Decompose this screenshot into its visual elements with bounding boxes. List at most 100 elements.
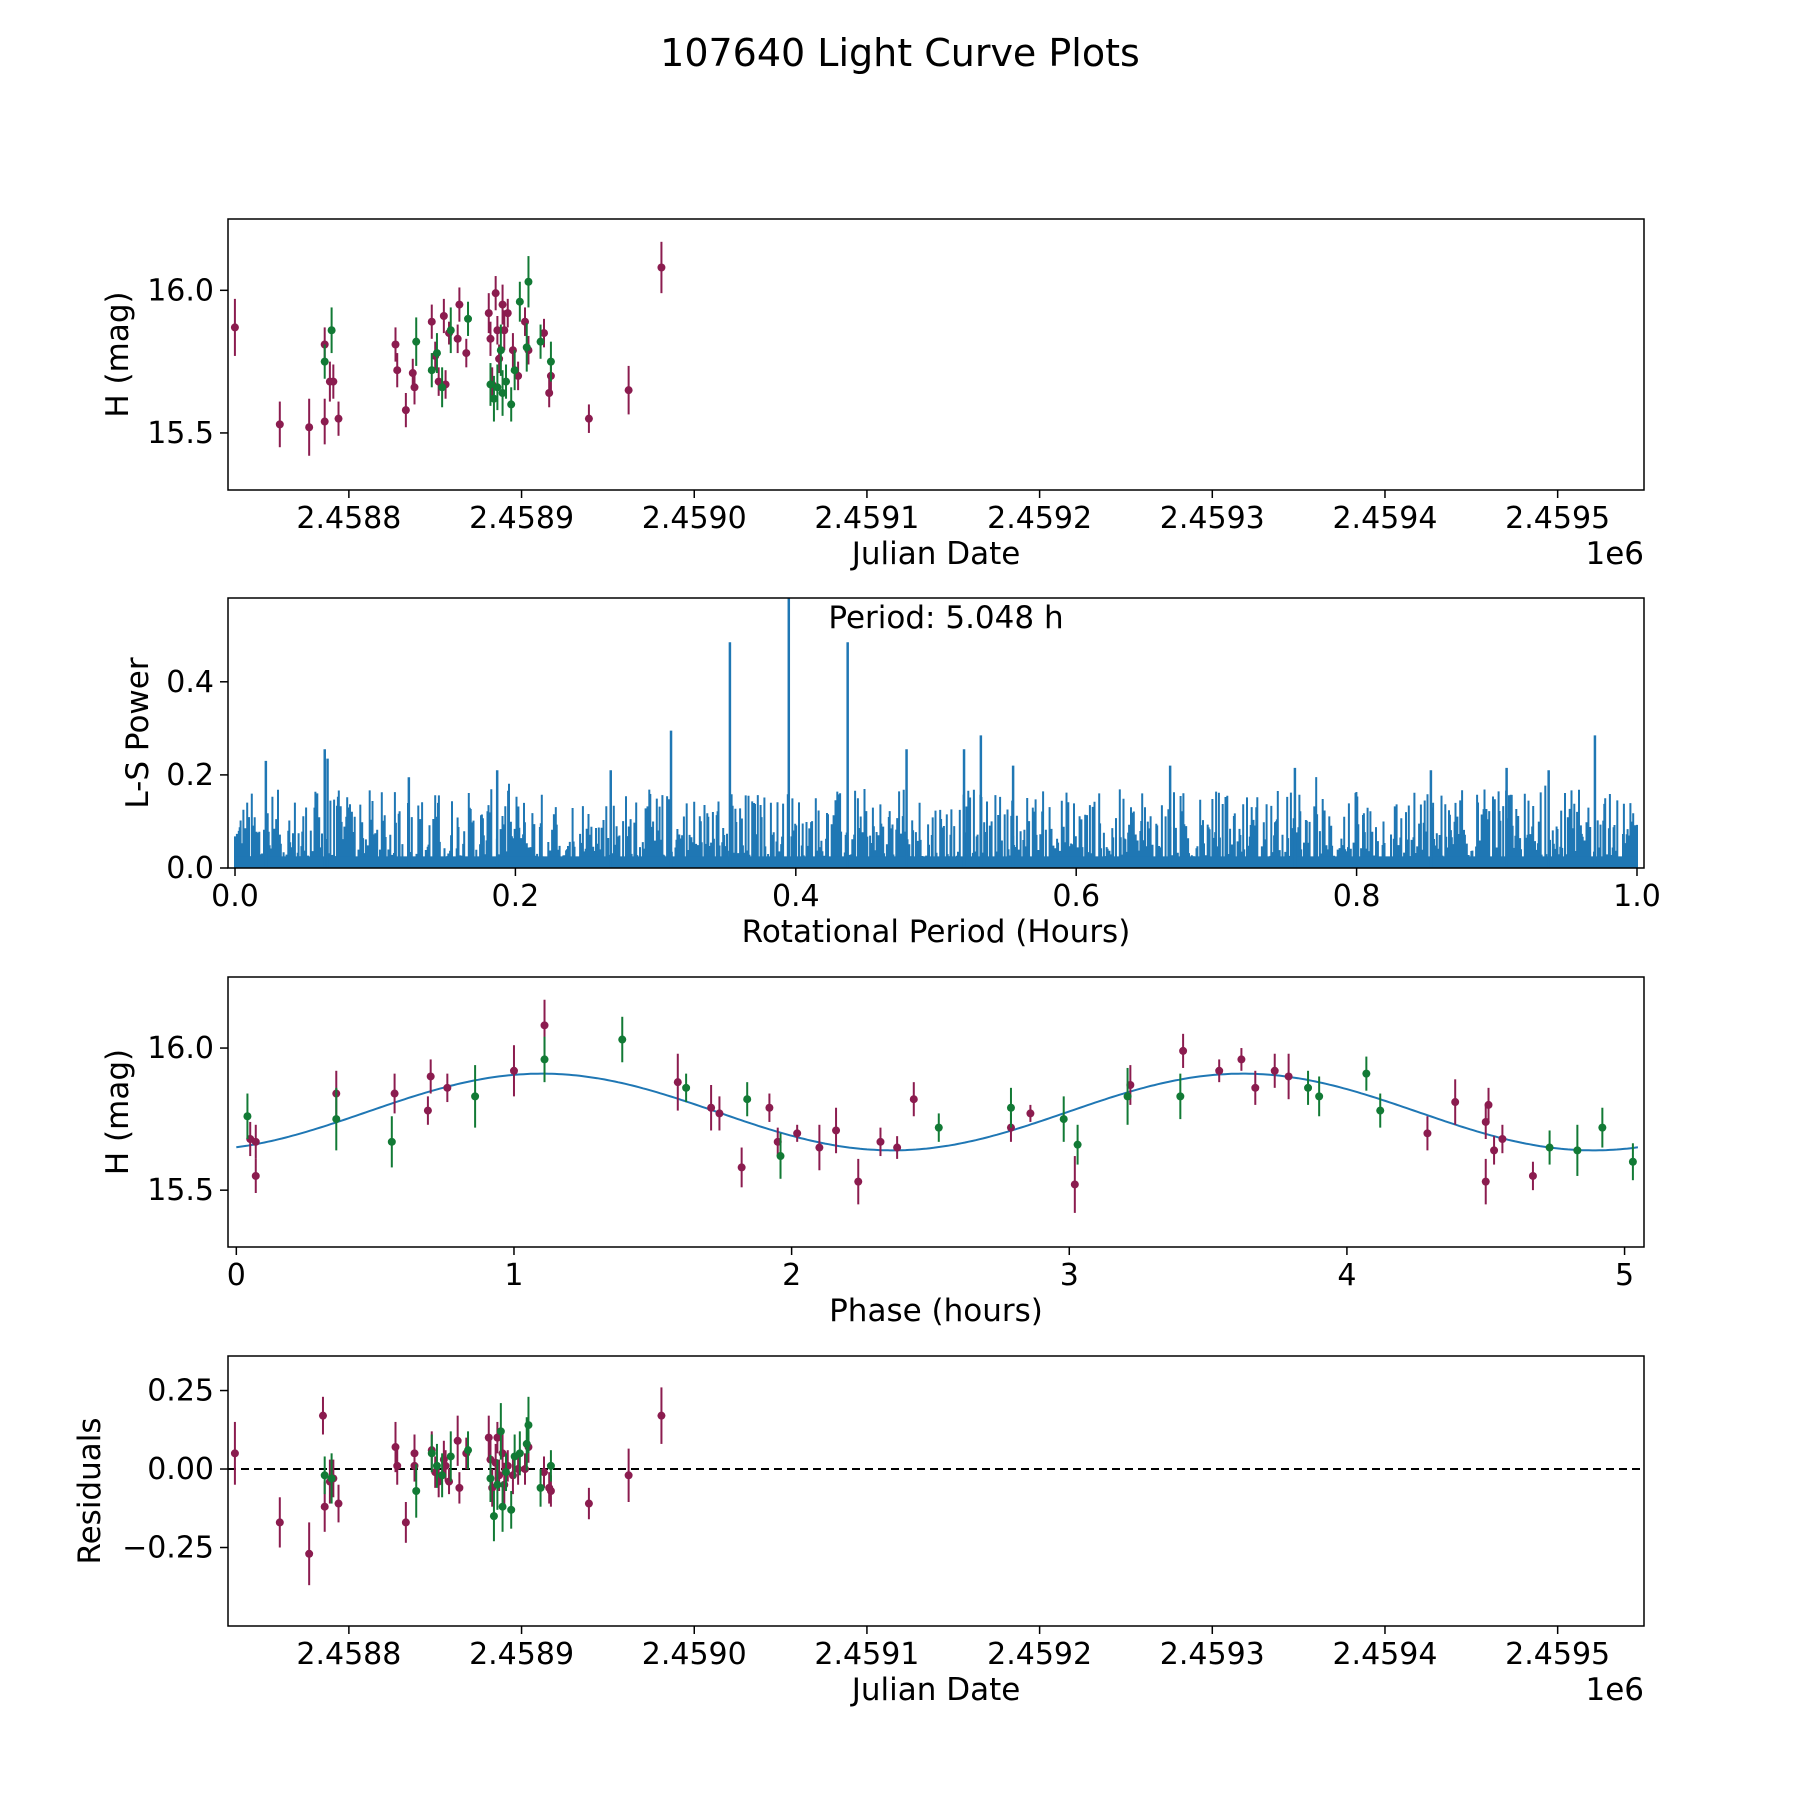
data-point: [230, 1449, 239, 1458]
x-tick-label: 2.4592: [987, 1637, 1092, 1672]
data-point: [412, 337, 421, 346]
y-axis-label: Residuals: [72, 1417, 108, 1564]
y-tick-label: 0.2: [166, 758, 214, 793]
data-point: [521, 317, 530, 326]
data-point: [1073, 1140, 1082, 1149]
data-point: [493, 326, 502, 335]
x-tick-label: 2.4593: [1160, 1637, 1265, 1672]
data-point: [657, 263, 666, 272]
data-point: [486, 1474, 495, 1483]
phased-panel: 0 1 2 3 4 5 15.5 16.0 Phase (hours) H (mag): [100, 976, 1645, 1329]
data-point: [737, 1163, 746, 1172]
data-point: [502, 1468, 511, 1477]
data-point: [624, 386, 633, 395]
data-point: [446, 326, 455, 335]
data-point: [1176, 1092, 1185, 1101]
sinusoid-fit-curve: [236, 1072, 1639, 1152]
data-point: [524, 277, 533, 286]
data-point: [462, 349, 471, 358]
data-point: [618, 1035, 627, 1044]
data-point: [427, 1449, 436, 1458]
data-point: [536, 337, 545, 346]
data-point: [509, 1066, 518, 1075]
residuals-plot-area: [228, 1387, 1644, 1586]
data-point: [832, 1126, 841, 1135]
data-point: [1628, 1157, 1637, 1166]
data-point: [1304, 1083, 1313, 1092]
data-point: [1481, 1177, 1490, 1186]
data-point: [909, 1095, 918, 1104]
x-axis-label: Julian Date: [850, 536, 1021, 572]
lightcurve-panel: 2.4588 2.4589 2.4590 2.4591 2.4592 2.4593 2.45…: [100, 218, 1645, 572]
data-point: [934, 1123, 943, 1132]
data-point: [471, 1092, 480, 1101]
data-point: [275, 1518, 284, 1527]
ls-power-series: [234, 777, 1638, 868]
data-point: [522, 1439, 531, 1448]
data-point: [486, 334, 495, 343]
x-tick-label: 0.8: [1333, 879, 1381, 914]
data-point: [521, 1465, 530, 1474]
data-point: [540, 1055, 549, 1064]
data-point: [275, 420, 284, 429]
data-point: [815, 1143, 824, 1152]
data-point: [401, 406, 410, 415]
data-point: [334, 414, 343, 423]
data-point: [496, 1427, 505, 1436]
residuals-panel: 2.4588 2.4589 2.4590 2.4591 2.4592 2.4593 2.45…: [72, 1355, 1645, 1708]
x-tick-label: 3: [1060, 1258, 1079, 1293]
data-point: [500, 1480, 509, 1489]
data-point: [1215, 1066, 1224, 1075]
x-tick-label: 0.2: [492, 879, 540, 914]
data-point: [507, 400, 516, 409]
data-point: [305, 423, 314, 432]
data-point: [401, 1518, 410, 1527]
y-tick-label: 0.4: [166, 665, 214, 700]
data-point: [305, 1549, 314, 1558]
data-point: [743, 1095, 752, 1104]
data-point: [391, 340, 400, 349]
data-point: [393, 366, 402, 375]
figure-title: 107640 Light Curve Plots: [660, 31, 1140, 75]
y-axis-label: H (mag): [100, 1049, 136, 1175]
data-point: [412, 1487, 421, 1495]
data-point: [893, 1143, 902, 1152]
phased-axes-frame: [227, 976, 1645, 1248]
data-point: [410, 383, 419, 392]
data-point: [502, 377, 511, 386]
data-point: [1070, 1180, 1079, 1189]
data-point: [441, 1461, 450, 1470]
data-point: [624, 1471, 633, 1480]
x-tick-label: 2.4595: [1505, 1637, 1610, 1672]
data-point: [673, 1078, 682, 1087]
data-point: [426, 1072, 435, 1081]
data-point: [493, 383, 502, 392]
x-axis-label: Julian Date: [850, 1672, 1021, 1708]
data-point: [464, 1446, 473, 1455]
x-tick-label: 0.0: [211, 879, 259, 914]
residuals-maroon-series: [230, 1387, 1644, 1586]
data-point: [327, 1474, 336, 1483]
data-point: [1251, 1083, 1260, 1092]
x-tick-label: 2.4595: [1505, 501, 1610, 536]
data-point: [453, 1436, 462, 1445]
data-point: [1006, 1103, 1015, 1112]
data-point: [524, 1421, 533, 1430]
data-point: [432, 349, 441, 358]
x-tick-label: 2.4588: [296, 1637, 401, 1672]
data-point: [515, 297, 524, 306]
y-tick-label: 0.00: [147, 1452, 214, 1487]
data-point: [540, 1468, 549, 1477]
x-tick-label: 0.4: [772, 879, 820, 914]
data-point: [495, 354, 504, 363]
data-point: [1598, 1123, 1607, 1132]
data-point: [876, 1137, 885, 1146]
data-point: [1484, 1100, 1493, 1109]
periodogram-plot-area: [234, 598, 1638, 868]
phased-green-series: [243, 1016, 1637, 1181]
data-point: [508, 346, 517, 355]
data-point: [251, 1171, 260, 1180]
data-point: [1270, 1066, 1279, 1075]
data-point: [455, 1483, 464, 1492]
data-point: [453, 334, 462, 343]
